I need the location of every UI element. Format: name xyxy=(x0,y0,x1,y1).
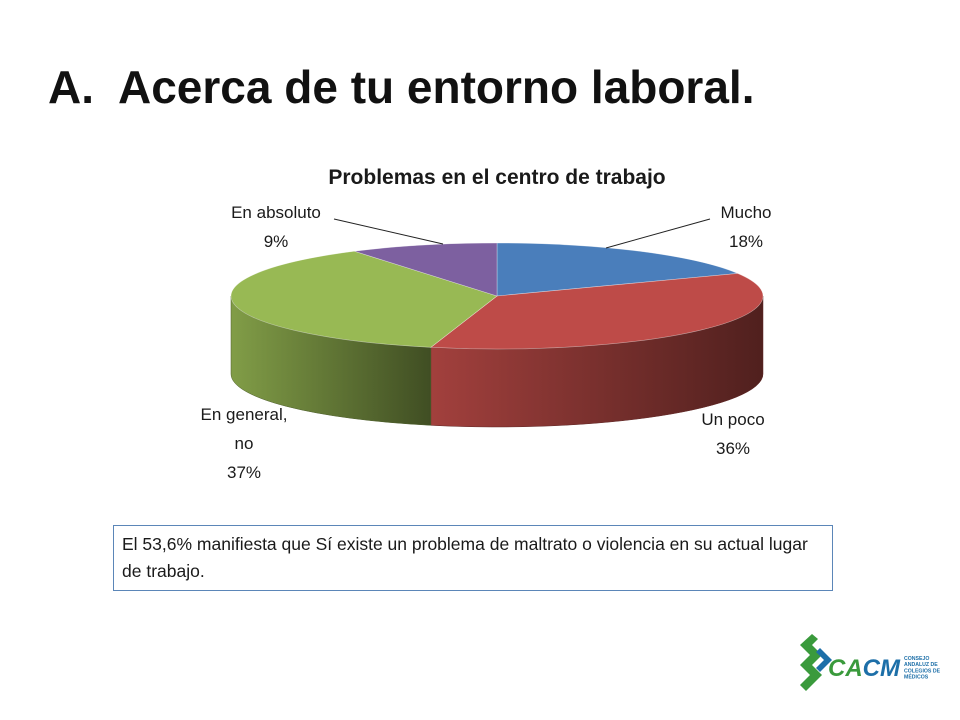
slice-label-0: Mucho xyxy=(720,203,771,222)
pie-slice-0 xyxy=(496,242,738,297)
slice-label-3: En absoluto xyxy=(231,203,321,222)
pie-slice-3 xyxy=(354,242,498,297)
slide-title: A. Acerca de tu entorno laboral. xyxy=(48,60,754,114)
svg-text:COLEGIOS DE: COLEGIOS DE xyxy=(904,668,941,674)
slice-value-3: 9% xyxy=(264,232,289,251)
chart-title: Problemas en el centro de trabajo xyxy=(328,166,665,189)
slice-value-2: 37% xyxy=(227,463,261,482)
slice-label-2: En general, xyxy=(201,405,288,424)
leader-line-3 xyxy=(333,218,444,245)
logo-mark-icon xyxy=(800,634,832,691)
pie-3d-group xyxy=(230,242,764,428)
slice-label-2: no xyxy=(235,434,254,453)
slide-title-text: Acerca de tu entorno laboral. xyxy=(118,61,755,113)
slice-label-1: Un poco xyxy=(701,410,764,429)
svg-text:CONSEJO: CONSEJO xyxy=(904,656,929,662)
slide-title-number: A. xyxy=(48,61,94,113)
leader-line-0 xyxy=(605,218,711,249)
summary-note: El 53,6% manifiesta que Sí existe un pro… xyxy=(113,525,833,591)
pie-slice-1 xyxy=(430,273,764,350)
svg-text:ANDALUZ DE: ANDALUZ DE xyxy=(904,662,938,668)
pie-labels-group: Mucho 18% Un poco 36% En general, no 37% En abs… xyxy=(201,203,772,482)
slice-value-0: 18% xyxy=(729,232,763,251)
slice-value-1: 36% xyxy=(716,439,750,458)
logo-text: CACM xyxy=(828,655,901,682)
svg-text:MÉDICOS: MÉDICOS xyxy=(904,673,929,681)
